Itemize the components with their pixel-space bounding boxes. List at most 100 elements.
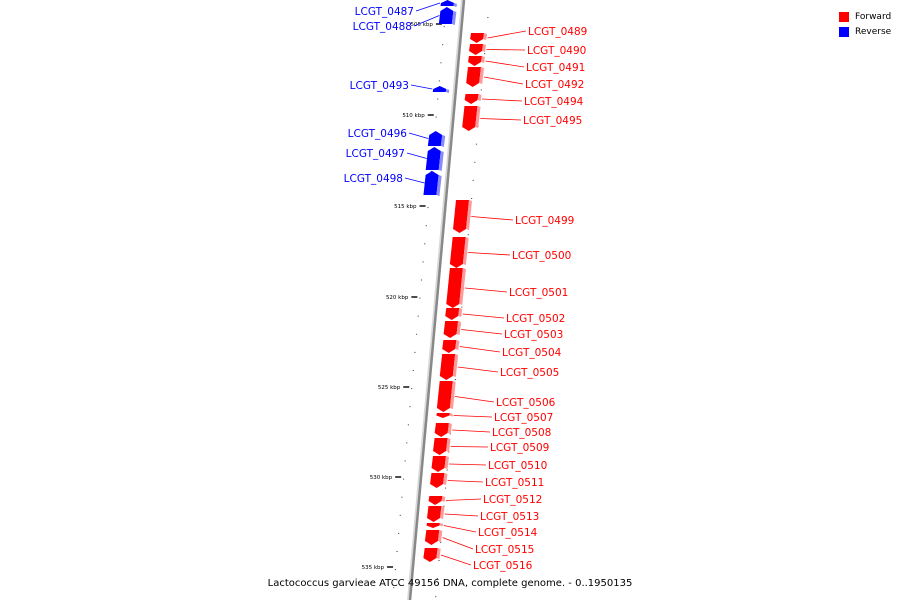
- gene-arrow[interactable]: [464, 94, 479, 104]
- gene-arrow[interactable]: [449, 237, 466, 268]
- gene-lcgt-0514[interactable]: LCGT_0514: [426, 523, 538, 539]
- gene-label[interactable]: LCGT_0487: [355, 6, 414, 18]
- gene-label[interactable]: LCGT_0495: [523, 115, 582, 127]
- gene-label[interactable]: LCGT_0515: [475, 544, 534, 556]
- gene-arrow[interactable]: [440, 0, 454, 6]
- gene-arrow[interactable]: [453, 200, 469, 233]
- gene-arrow[interactable]: [466, 67, 481, 87]
- gene-label[interactable]: LCGT_0497: [346, 148, 405, 160]
- gene-label[interactable]: LCGT_0516: [473, 560, 533, 572]
- minor-tick: [443, 26, 445, 28]
- gene-label[interactable]: LCGT_0506: [496, 397, 556, 409]
- gene-arrow[interactable]: [426, 523, 440, 528]
- gene-lcgt-0515[interactable]: LCGT_0515: [424, 530, 534, 556]
- gene-arrow[interactable]: [468, 56, 482, 66]
- gene-lcgt-0503[interactable]: LCGT_0503: [443, 321, 564, 341]
- gene-label[interactable]: LCGT_0496: [348, 128, 408, 140]
- minor-tick: [407, 424, 410, 426]
- gene-arrow-side: [444, 456, 449, 469]
- gene-lcgt-0504[interactable]: LCGT_0504: [442, 340, 562, 359]
- gene-label[interactable]: LCGT_0505: [500, 367, 559, 379]
- minor-tick: [394, 569, 396, 571]
- gene-arrow[interactable]: [470, 33, 485, 43]
- gene-arrow[interactable]: [439, 354, 456, 380]
- gene-lcgt-0493[interactable]: LCGT_0493: [350, 80, 450, 93]
- minor-tick: [484, 53, 486, 55]
- gene-lcgt-0510[interactable]: LCGT_0510: [431, 456, 548, 472]
- gene-lcgt-0498[interactable]: LCGT_0498: [344, 171, 442, 196]
- gene-label[interactable]: LCGT_0499: [515, 215, 574, 227]
- gene-arrow[interactable]: [434, 423, 449, 437]
- gene-arrow[interactable]: [436, 381, 453, 412]
- gene-lcgt-0489[interactable]: LCGT_0489: [470, 26, 587, 43]
- gene-arrow[interactable]: [425, 147, 441, 170]
- gene-lcgt-0502[interactable]: LCGT_0502: [445, 308, 565, 325]
- gene-label[interactable]: LCGT_0503: [504, 329, 563, 341]
- gene-label[interactable]: LCGT_0498: [344, 173, 403, 185]
- gene-arrow[interactable]: [427, 131, 443, 146]
- gene-label[interactable]: LCGT_0514: [478, 527, 538, 539]
- gene-arrow[interactable]: [427, 506, 442, 522]
- gene-label[interactable]: LCGT_0513: [480, 511, 539, 523]
- gene-lcgt-0509[interactable]: LCGT_0509: [433, 438, 549, 455]
- gene-label[interactable]: LCGT_0511: [485, 477, 544, 489]
- gene-lcgt-0497[interactable]: LCGT_0497: [346, 147, 444, 171]
- gene-lcgt-0501[interactable]: LCGT_0501: [446, 268, 568, 308]
- gene-leader-line: [444, 513, 479, 517]
- gene-label[interactable]: LCGT_0492: [525, 79, 584, 91]
- gene-lcgt-0496[interactable]: LCGT_0496: [348, 128, 446, 147]
- gene-lcgt-0508[interactable]: LCGT_0508: [434, 423, 552, 439]
- gene-label[interactable]: LCGT_0502: [506, 313, 565, 325]
- gene-arrow[interactable]: [462, 106, 478, 131]
- gene-label[interactable]: LCGT_0493: [350, 80, 409, 92]
- gene-arrow[interactable]: [446, 268, 463, 308]
- gene-label[interactable]: LCGT_0512: [483, 494, 542, 506]
- gene-arrow[interactable]: [442, 340, 457, 353]
- gene-lcgt-0513[interactable]: LCGT_0513: [427, 506, 539, 523]
- gene-lcgt-0495[interactable]: LCGT_0495: [462, 106, 582, 131]
- gene-lcgt-0492[interactable]: LCGT_0492: [466, 67, 584, 91]
- gene-leader-line: [462, 313, 505, 319]
- gene-lcgt-0491[interactable]: LCGT_0491: [468, 56, 585, 74]
- gene-label[interactable]: LCGT_0494: [524, 96, 584, 108]
- gene-label[interactable]: LCGT_0510: [488, 460, 547, 472]
- gene-arrow[interactable]: [436, 413, 450, 418]
- gene-label[interactable]: LCGT_0509: [490, 442, 549, 454]
- gene-lcgt-0500[interactable]: LCGT_0500: [449, 237, 571, 268]
- gene-arrow[interactable]: [428, 496, 443, 505]
- gene-lcgt-0516[interactable]: LCGT_0516: [423, 548, 533, 572]
- gene-label[interactable]: LCGT_0488: [353, 21, 412, 33]
- gene-arrow[interactable]: [431, 456, 446, 472]
- gene-arrow[interactable]: [433, 438, 448, 455]
- gene-arrow[interactable]: [443, 321, 459, 338]
- gene-lcgt-0494[interactable]: LCGT_0494: [464, 94, 584, 108]
- gene-label[interactable]: LCGT_0504: [502, 347, 562, 359]
- gene-arrow[interactable]: [438, 7, 454, 24]
- gene-label[interactable]: LCGT_0501: [509, 287, 568, 299]
- gene-label[interactable]: LCGT_0500: [512, 250, 571, 262]
- gene-arrow-side: [447, 423, 452, 434]
- gene-arrow[interactable]: [423, 548, 438, 562]
- gene-label[interactable]: LCGT_0490: [527, 45, 586, 57]
- gene-lcgt-0512[interactable]: LCGT_0512: [428, 494, 543, 506]
- gene-lcgt-0511[interactable]: LCGT_0511: [430, 473, 544, 489]
- gene-label[interactable]: LCGT_0489: [528, 26, 587, 38]
- minor-tick: [396, 551, 398, 552]
- gene-label[interactable]: LCGT_0507: [494, 412, 553, 424]
- gene-lcgt-0487[interactable]: LCGT_0487: [355, 0, 457, 18]
- gene-arrow[interactable]: [424, 530, 440, 545]
- gene-lcgt-0488[interactable]: LCGT_0488: [353, 7, 457, 33]
- gene-lcgt-0506[interactable]: LCGT_0506: [436, 381, 556, 412]
- gene-lcgt-0490[interactable]: LCGT_0490: [469, 44, 586, 57]
- gene-leader-line: [408, 132, 429, 139]
- gene-arrow[interactable]: [430, 473, 445, 488]
- gene-label[interactable]: LCGT_0508: [492, 427, 551, 439]
- gene-label[interactable]: LCGT_0491: [526, 62, 585, 74]
- gene-lcgt-0505[interactable]: LCGT_0505: [439, 354, 560, 380]
- gene-arrow[interactable]: [432, 86, 447, 92]
- gene-arrow[interactable]: [469, 44, 484, 55]
- gene-lcgt-0507[interactable]: LCGT_0507: [436, 412, 553, 424]
- gene-arrow[interactable]: [445, 308, 460, 320]
- gene-lcgt-0499[interactable]: LCGT_0499: [453, 200, 574, 233]
- gene-arrow[interactable]: [423, 171, 439, 195]
